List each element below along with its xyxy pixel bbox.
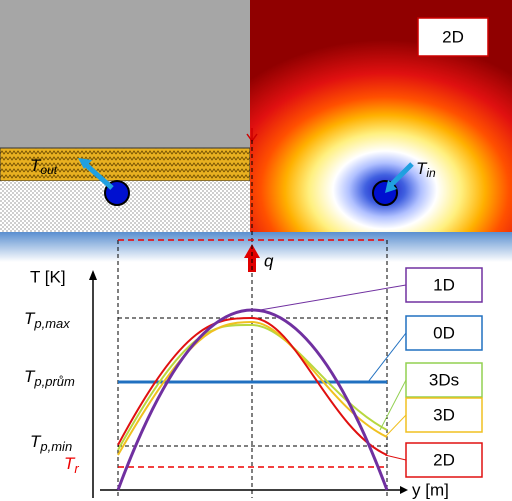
wall-gray (0, 0, 250, 148)
x-arrow (400, 486, 408, 494)
t-avg: Tp,prům (24, 367, 75, 389)
legend-label: 0D (433, 323, 455, 342)
badge: 2D (442, 27, 464, 46)
x-axis-label: y [m] (412, 480, 449, 499)
legend-label: 3Ds (429, 370, 459, 389)
t-avg-sub: p,prům (33, 374, 75, 389)
q-label: q (264, 251, 274, 270)
figure: 2D Tout Tin q T [K] y [m] Tp,max Tp,prům… (0, 0, 512, 501)
t-r-sub: r (74, 461, 79, 476)
t-out-sub: out (40, 163, 57, 177)
t-min: Tp,min (30, 432, 72, 454)
t-max-sub: p,max (33, 316, 70, 331)
t-min-sub: p,min (39, 439, 72, 454)
legend-label: 3D (433, 405, 455, 424)
y-arrow (89, 270, 97, 280)
t-r: Tr (64, 454, 79, 476)
t-max: Tp,max (24, 309, 70, 331)
legend-label: 2D (433, 450, 455, 469)
t-in-sub: in (426, 166, 436, 180)
y-axis-label: T [K] (30, 267, 66, 286)
legend-label: 1D (433, 275, 455, 294)
